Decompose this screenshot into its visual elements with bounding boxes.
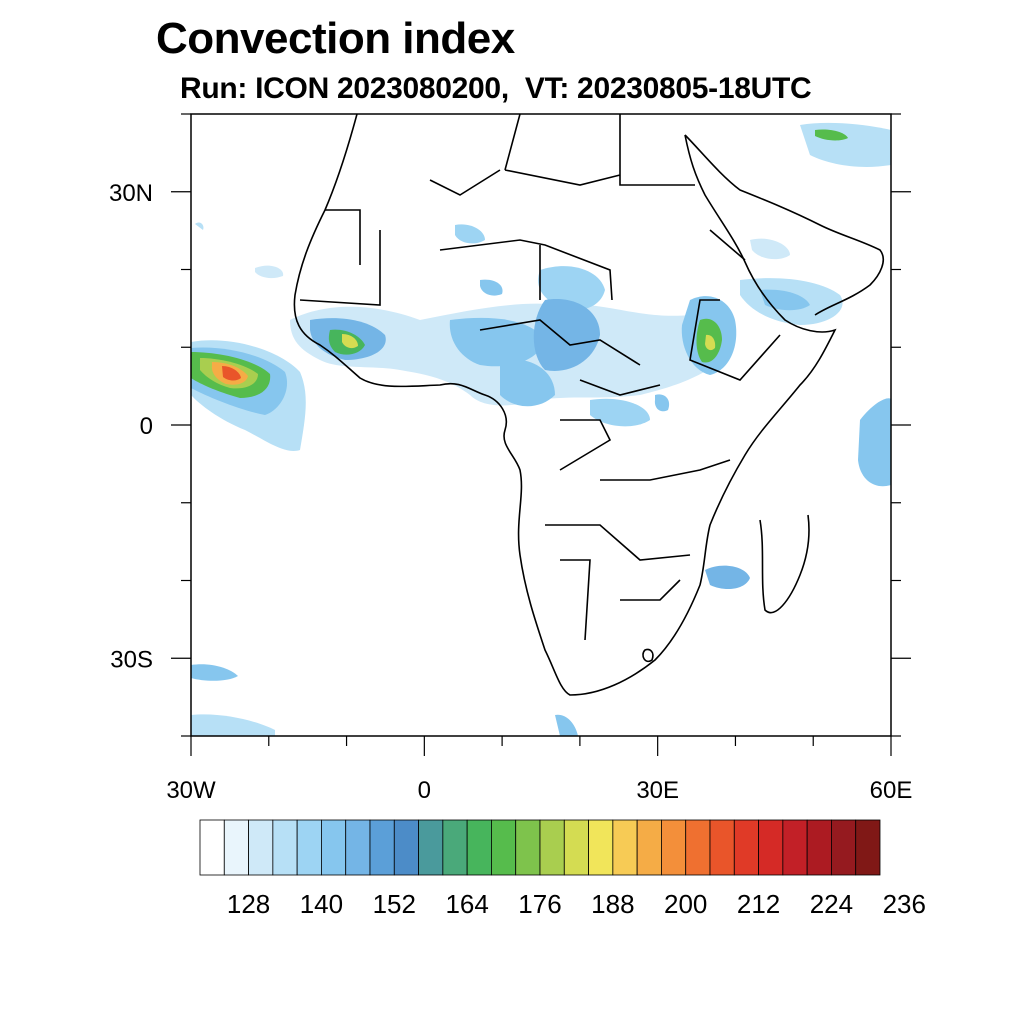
y-tick-label: 30N [109, 180, 153, 207]
colorbar-swatch [442, 819, 468, 876]
colorbar-swatch [709, 819, 735, 876]
colorbar-swatch [418, 819, 444, 876]
colorbar-label: 140 [300, 889, 343, 919]
colorbar-label: 128 [227, 889, 270, 919]
colorbar-label: 236 [883, 889, 926, 919]
y-tick-label: 0 [140, 413, 153, 440]
colorbar-swatch [661, 819, 687, 876]
colorbar-swatch [806, 819, 832, 876]
colorbar: 128 140 152 164 176 188 200 212 224 236 [199, 819, 926, 919]
chart-title: Convection index [156, 14, 515, 63]
colorbar-swatch [782, 819, 808, 876]
colorbar-swatch [612, 819, 638, 876]
colorbar-swatch [393, 819, 419, 876]
colorbar-swatch [248, 819, 274, 876]
x-tick-label: 30W [166, 777, 216, 804]
colorbar-label: 224 [810, 889, 853, 919]
coastlines [293, 114, 885, 696]
colorbar-swatch [345, 819, 371, 876]
colorbar-label: 188 [591, 889, 634, 919]
map-axes: 30W 0 30E 60E 30N 0 30S [109, 113, 913, 804]
colorbar-swatch [831, 819, 857, 876]
colorbar-label: 152 [373, 889, 416, 919]
x-tick-label: 0 [418, 777, 431, 804]
convection-field [191, 122, 891, 736]
colorbar-swatch [539, 819, 565, 876]
colorbar-label: 212 [737, 889, 780, 919]
colorbar-label: 200 [664, 889, 707, 919]
y-tick-label: 30S [110, 646, 153, 673]
x-tick-label: 60E [870, 777, 913, 804]
colorbar-swatch [491, 819, 517, 876]
colorbar-swatch [855, 819, 881, 876]
colorbar-swatch [199, 819, 225, 876]
x-tick-label: 30E [636, 777, 679, 804]
colorbar-swatch [515, 819, 541, 876]
colorbar-swatch [296, 819, 322, 876]
colorbar-swatch [758, 819, 784, 876]
colorbar-swatch [733, 819, 759, 876]
colorbar-swatch [466, 819, 492, 876]
colorbar-swatch [369, 819, 395, 876]
colorbar-label: 176 [518, 889, 561, 919]
colorbar-swatch [321, 819, 347, 876]
colorbar-swatch [685, 819, 711, 876]
colorbar-swatch [272, 819, 298, 876]
chart-subtitle: Run: ICON 2023080200, VT: 20230805-18UTC [180, 72, 812, 105]
colorbar-label: 164 [445, 889, 488, 919]
colorbar-swatch [223, 819, 249, 876]
colorbar-swatch [588, 819, 614, 876]
colorbar-swatch [563, 819, 589, 876]
colorbar-swatch [636, 819, 662, 876]
